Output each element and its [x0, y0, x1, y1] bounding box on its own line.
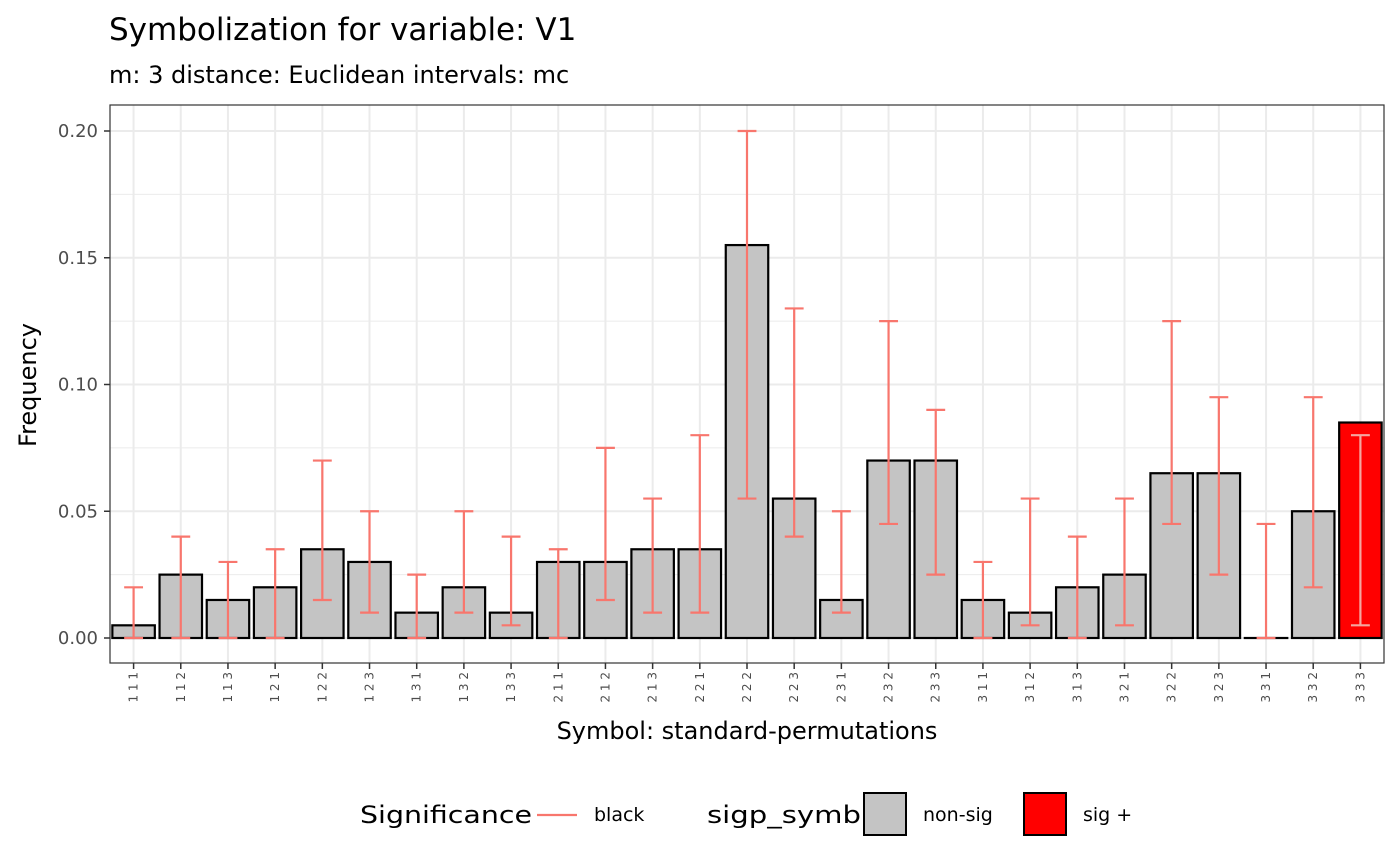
error-bar [926, 408, 946, 576]
y-axis: 0.00 0.05 0.10 0.15 0.20 [58, 121, 110, 649]
error-bars [124, 129, 1370, 640]
error-bar [1209, 396, 1229, 576]
x-axis: 1 1 1 1 1 2 1 1 3 1 2 1 1 2 2 1 2 3 1 3 1 1 3 2… [127, 663, 1367, 703]
error-bar [831, 510, 851, 614]
error-bar [454, 510, 474, 614]
error-bar [690, 434, 710, 614]
x-tick-label: 1 3 3 [504, 672, 518, 703]
x-tick-label: 3 2 3 [1212, 672, 1226, 703]
legend: Significance black sigp_symb non-sig sig… [360, 792, 1132, 836]
chart-title: Symbolization for variable: V1 [109, 12, 576, 48]
legend-label-errorbar: black [594, 804, 644, 826]
legend-title-significance: Significance [360, 801, 532, 829]
x-tick-label: 1 3 1 [410, 672, 424, 703]
bar [1196, 472, 1242, 640]
y-tick-label: 0.20 [58, 121, 98, 142]
error-bar [360, 510, 379, 614]
error-bar [124, 586, 144, 640]
x-tick-label: 3 2 2 [1165, 672, 1179, 703]
legend-label-non-sig: non-sig [923, 804, 993, 826]
legend-label-sig-plus: sig + [1083, 804, 1132, 826]
x-tick-label: 2 3 2 [882, 672, 896, 703]
x-tick-label: 3 2 1 [1117, 672, 1131, 703]
x-tick-label: 3 3 3 [1353, 672, 1367, 703]
error-bar [171, 535, 191, 640]
y-tick-label: 0.15 [58, 248, 98, 269]
x-tick-label: 2 3 3 [929, 672, 943, 703]
y-axis-title: Frequency [14, 323, 42, 447]
x-tick-label: 2 1 3 [646, 672, 660, 703]
x-tick-label: 2 2 3 [787, 672, 801, 703]
error-bar [643, 497, 663, 614]
error-bar [1256, 522, 1276, 640]
error-bar [1162, 320, 1182, 526]
x-tick-label: 1 3 2 [457, 672, 471, 703]
error-bar [407, 573, 427, 640]
error-bar [784, 307, 804, 538]
x-tick-label: 1 1 2 [174, 672, 188, 703]
error-bar [265, 548, 285, 640]
error-bar [1067, 535, 1087, 640]
x-tick-label: 3 1 1 [976, 672, 990, 703]
error-bar [1020, 497, 1040, 627]
y-tick-label: 0.10 [58, 375, 98, 396]
legend-key-non-sig [863, 792, 907, 836]
error-bar [312, 459, 332, 602]
legend-key-sig-plus [1023, 792, 1067, 836]
x-tick-label: 3 1 2 [1023, 672, 1037, 703]
x-tick-label: 1 2 1 [268, 672, 282, 703]
error-bar [1350, 434, 1370, 627]
error-bar [218, 560, 238, 640]
x-tick-label: 2 2 1 [693, 672, 707, 703]
error-bar [1303, 396, 1323, 589]
legend-title-fill: sigp_symb [707, 801, 861, 829]
x-tick-label: 2 1 2 [598, 672, 612, 703]
x-axis-title: Symbol: standard-permutations [557, 717, 938, 745]
x-tick-label: 1 2 3 [363, 672, 377, 703]
y-tick-label: 0.00 [58, 628, 98, 649]
error-bar [879, 320, 898, 526]
x-tick-label: 3 3 1 [1259, 672, 1273, 703]
x-tick-label: 1 1 3 [221, 672, 235, 703]
x-tick-label: 1 2 2 [315, 672, 329, 703]
error-bar [737, 129, 757, 500]
error-bar [548, 548, 568, 640]
x-tick-label: 2 2 2 [740, 672, 754, 703]
x-tick-label: 1 1 1 [127, 672, 141, 703]
chart-subtitle: m: 3 distance: Euclidean intervals: mc [109, 61, 569, 89]
error-bar [501, 535, 521, 627]
error-bar [973, 560, 993, 640]
x-tick-label: 3 3 2 [1306, 672, 1320, 703]
x-tick-label: 3 1 3 [1070, 672, 1084, 703]
x-tick-label: 2 3 1 [834, 672, 848, 703]
x-tick-label: 2 1 1 [551, 672, 565, 703]
error-bar [596, 446, 615, 602]
y-tick-label: 0.05 [58, 501, 98, 522]
error-bar [1115, 497, 1134, 627]
